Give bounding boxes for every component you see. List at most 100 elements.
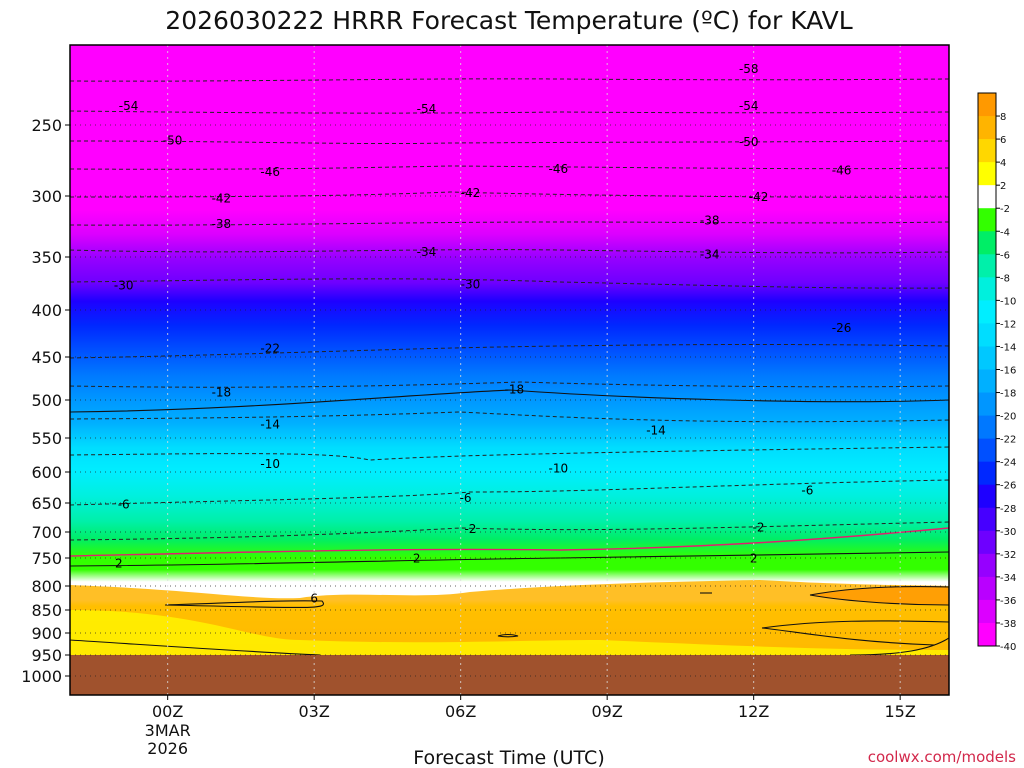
contour-label: -30 [114, 279, 134, 293]
colorbar-label: -28 [1000, 504, 1016, 515]
dashed-isotherms [70, 78, 949, 541]
y-axis: 250 300 350 400 450 500 550 600 650 700 750 800 850 9… [21, 116, 70, 686]
y-tick-label: 900 [31, 624, 62, 643]
x-tick-label: 12Z [738, 702, 769, 721]
contour-label: -34 [700, 248, 720, 262]
y-tick-label: 300 [31, 187, 62, 206]
contour-label: -6 [460, 491, 472, 505]
colorbar-label: 2 [1000, 181, 1006, 192]
contour-label: -34 [417, 245, 437, 259]
colorbar-label: -38 [1000, 619, 1016, 630]
contour-label: -46 [260, 165, 280, 179]
contour-label: -26 [832, 321, 852, 335]
contour-label: -6 [118, 498, 130, 512]
contour-label: -10 [549, 462, 569, 476]
x-tick-label: 00Z [152, 702, 183, 721]
colorbar-swatch [978, 415, 996, 440]
colorbar-swatch [978, 93, 996, 117]
y-tick-label: 850 [31, 601, 62, 620]
contour-label: 2 [750, 552, 758, 566]
contour-label: -50 [739, 135, 759, 149]
contour-label: -14 [646, 423, 666, 437]
x-tick-label: 03Z [299, 702, 330, 721]
x-date-label: 3MAR [145, 721, 191, 740]
contour-label: -22 [260, 342, 280, 356]
colorbar-label: -14 [1000, 342, 1016, 353]
colorbar-label: -32 [1000, 550, 1016, 561]
contour-label: -2 [464, 522, 476, 536]
colorbar-label: -2 [1000, 204, 1010, 215]
colorbar-swatch [978, 599, 996, 624]
contour-label: -50 [163, 134, 183, 148]
colorbar-swatch [978, 438, 996, 463]
y-tick-label: 400 [31, 301, 62, 320]
credit-link[interactable]: coolwx.com/models [868, 748, 1016, 766]
y-tick-label: 1000 [21, 667, 62, 686]
colorbar-swatch [978, 231, 996, 255]
contour-label: -18 [505, 383, 525, 397]
colorbar-label: -12 [1000, 319, 1016, 330]
contour-label: -54 [739, 99, 759, 113]
warmest-layer-fill [70, 610, 949, 655]
y-tick-label: 550 [31, 429, 62, 448]
colorbar-swatch [978, 484, 996, 509]
contour-label: -58 [739, 62, 759, 76]
contour-label: -10 [260, 457, 280, 471]
y-tick-label: 450 [31, 348, 62, 367]
contour-label: -54 [119, 99, 139, 113]
colorbar-swatch [978, 277, 996, 301]
x-tick-label: 09Z [592, 702, 623, 721]
y-tick-label: 800 [31, 577, 62, 596]
colorbar-swatch [978, 530, 996, 555]
colorbar-label: -40 [1000, 642, 1016, 653]
colorbar-swatch [978, 507, 996, 532]
contour-label: -46 [832, 163, 852, 177]
colorbar-swatch [978, 323, 996, 347]
plot-frame [69, 44, 950, 696]
colorbar-label: 4 [1000, 158, 1006, 169]
y-tick-label: 250 [31, 116, 62, 135]
colorbar-label: -4 [1000, 227, 1010, 238]
colorbar-label: -16 [1000, 366, 1016, 377]
colorbar-swatch [978, 116, 996, 140]
x-tick-label: 15Z [885, 702, 916, 721]
solid-isotherms [70, 389, 949, 656]
colorbar-swatch [978, 208, 996, 232]
colorbar-swatch [978, 553, 996, 578]
colorbar-label: -22 [1000, 435, 1016, 446]
colorbar-swatch [978, 346, 996, 370]
contour-label: 2 [413, 552, 421, 566]
colorbar-swatch [978, 300, 996, 324]
contour-label: -42 [461, 186, 481, 200]
colorbar-label: -24 [1000, 458, 1016, 469]
colorbar-swatch [978, 139, 996, 163]
contour-label: 2 [115, 557, 123, 571]
colorbar-label: -18 [1000, 389, 1016, 400]
colorbar-label: -8 [1000, 273, 1010, 284]
contour-label: -30 [461, 278, 481, 292]
y-tick-label: 650 [31, 494, 62, 513]
colorbar-swatch [978, 392, 996, 417]
colorbar-label: -30 [1000, 527, 1016, 538]
colorbar-swatch [978, 185, 996, 209]
contour-label: 6 [310, 591, 318, 605]
colorbar-swatch [978, 461, 996, 486]
x-axis-title: Forecast Time (UTC) [413, 747, 604, 768]
y-tick-label: 350 [31, 248, 62, 267]
colorbar: 8 6 4 2 -2 -4 -6 -8 -10 -12 -14 -16 -18 -20 -22 -24 -26 -… [977, 92, 1016, 653]
contour-label: -46 [549, 162, 569, 176]
colorbar-label: -36 [1000, 596, 1016, 607]
warm-pocket-fill [810, 586, 949, 605]
contour-labels: -58 -54 -54 -54 -50 -50 -46 -46 -46 -42 -42 -42 -38 -… [114, 62, 851, 605]
y-tick-label: 950 [31, 646, 62, 665]
ground-fill [70, 655, 949, 695]
contour-label: -38 [212, 217, 232, 231]
colorbar-swatch [978, 622, 996, 647]
y-tick-label: 600 [31, 463, 62, 482]
contour-label: -18 [212, 385, 232, 399]
x-date-label: 2026 [147, 739, 188, 758]
colorbar-label: -6 [1000, 250, 1010, 261]
y-tick-label: 700 [31, 523, 62, 542]
contour-label: -42 [212, 191, 232, 205]
